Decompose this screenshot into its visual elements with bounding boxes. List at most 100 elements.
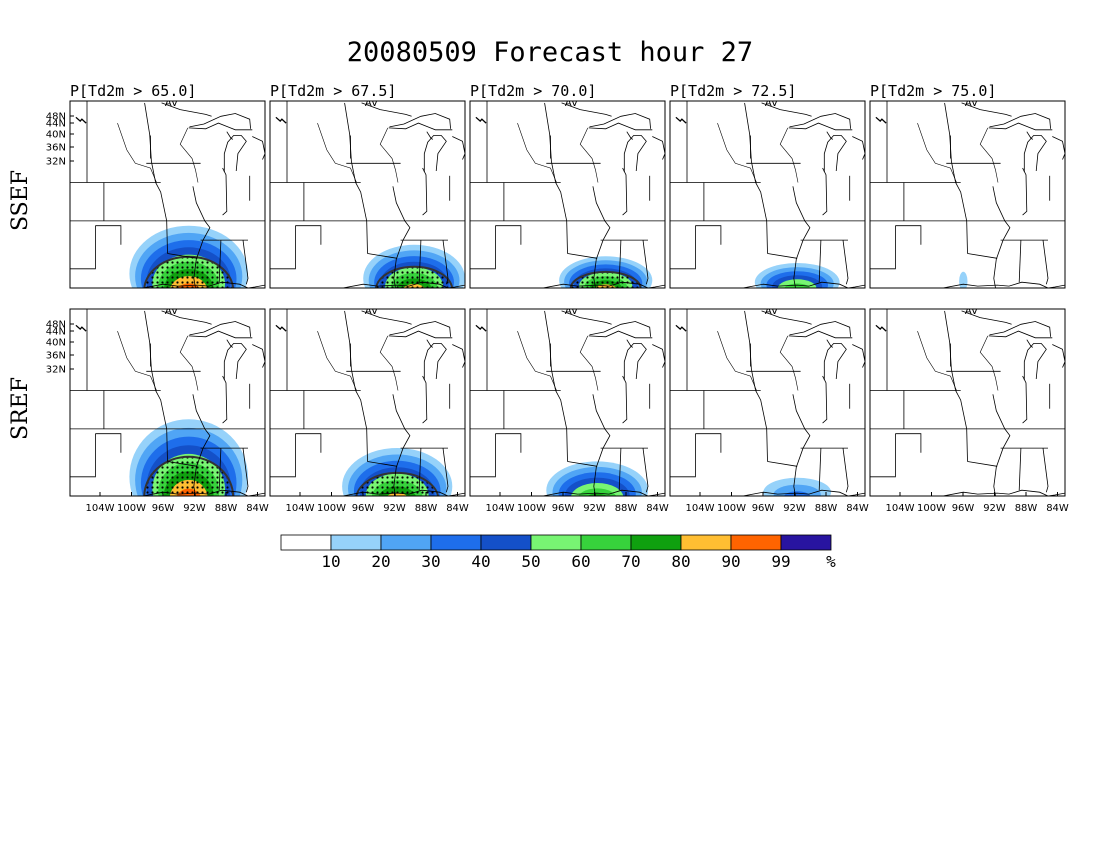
panel-grid: AVP[Td2m > 65.0]48N44N40N36N32NAVP[Td2m …	[46, 82, 1069, 514]
probability-field	[959, 271, 968, 288]
lat-tick-label: 48N	[46, 320, 66, 331]
lon-tick-label: 104W	[286, 503, 315, 514]
probability-field	[342, 448, 453, 496]
probability-field	[559, 256, 653, 295]
colorbar-swatch	[730, 534, 782, 551]
lon-tick-label: 88W	[815, 503, 838, 514]
lon-tick-label: 96W	[352, 503, 375, 514]
lon-tick-label: 92W	[183, 503, 206, 514]
lon-tick-label: 84W	[246, 503, 269, 514]
lat-tick-label: 40N	[46, 338, 66, 349]
map-corner-mark: AV	[365, 306, 378, 317]
colorbar-label: %	[826, 552, 836, 571]
prob-contour-60	[784, 283, 811, 288]
map-corner-mark: AV	[365, 98, 378, 109]
lon-tick-label: 100W	[317, 503, 346, 514]
lat-tick-label: 36N	[46, 351, 66, 362]
lon-tick-label: 96W	[552, 503, 575, 514]
row-label-ssef: SSEF	[8, 170, 33, 231]
map-boundaries	[270, 101, 465, 288]
row-labels: SSEF SREF	[8, 170, 33, 440]
lon-tick-label: 84W	[646, 503, 669, 514]
panel-title: P[Td2m > 67.5]	[270, 82, 396, 100]
verification-contour	[569, 270, 642, 288]
colorbar-label: 50	[521, 552, 540, 571]
prob-contour-30	[784, 491, 811, 496]
panel-title: P[Td2m > 75.0]	[870, 82, 996, 100]
colorbar-swatch	[680, 534, 732, 551]
colorbar-label: 20	[371, 552, 390, 571]
stippling	[570, 271, 641, 288]
panel-ssef-65: AV	[69, 100, 266, 303]
lon-tick-label: 104W	[86, 503, 115, 514]
probability-field	[763, 477, 832, 496]
prob-contour-70	[793, 287, 802, 288]
prob-contour-99	[181, 291, 196, 303]
prob-contour-90	[599, 288, 612, 295]
colorbar-swatch	[780, 534, 832, 551]
verification-contour	[143, 455, 235, 496]
colorbar-label: 99	[771, 552, 790, 571]
colorbar: 10 20 30 40 50 60 70 80 90 99%	[280, 534, 836, 571]
lat-tick-label: 36N	[46, 143, 66, 154]
lon-tick-label: 96W	[952, 503, 975, 514]
colorbar-label: 10	[321, 552, 340, 571]
panel-title: P[Td2m > 65.0]	[70, 82, 196, 100]
lat-tick-label: 44N	[46, 327, 66, 338]
map-boundaries	[870, 101, 1065, 288]
lon-tick-label: 92W	[983, 503, 1006, 514]
stippling	[356, 472, 439, 496]
figure-title: 20080509 Forecast hour 27	[347, 37, 753, 68]
lon-tick-label: 84W	[446, 503, 469, 514]
map-boundaries	[270, 309, 465, 496]
panel-ssef-70: AV	[469, 98, 666, 295]
panel-sref-72-5: AV	[669, 306, 866, 497]
colorbar-swatch	[630, 534, 682, 551]
stippling	[144, 256, 234, 288]
map-boundaries	[670, 101, 865, 288]
colorbar-swatch	[530, 534, 582, 551]
verification-contour	[355, 471, 440, 496]
stippling	[144, 456, 234, 496]
lat-tick-label: 48N	[46, 112, 66, 123]
colorbar-swatch	[280, 534, 332, 551]
lon-tick-label: 88W	[215, 503, 238, 514]
panel-ssef-72-5: AV	[669, 98, 866, 289]
colorbar-label: 40	[471, 552, 490, 571]
lon-tick-label: 92W	[583, 503, 606, 514]
lon-tick-label: 84W	[1046, 503, 1069, 514]
colorbar-swatch	[580, 534, 632, 551]
map-boundaries	[70, 309, 265, 496]
stippling	[376, 266, 453, 288]
lat-tick-label: 44N	[46, 119, 66, 130]
colorbar-swatch	[330, 534, 382, 551]
panel-ssef-75: AV	[869, 100, 1066, 289]
prob-contour-70	[587, 493, 608, 496]
colorbar-label: 70	[621, 552, 640, 571]
map-corner-mark: AV	[765, 306, 778, 317]
panel-title: P[Td2m > 72.5]	[670, 82, 796, 100]
row-label-sref: SREF	[8, 377, 33, 440]
lon-tick-label: 88W	[415, 503, 438, 514]
lat-tick-label: 32N	[46, 365, 66, 376]
lon-tick-label: 104W	[686, 503, 715, 514]
verification-contour	[375, 265, 454, 288]
colorbar-swatch	[380, 534, 432, 551]
colorbar-label: 30	[421, 552, 440, 571]
lat-tick-label: 40N	[46, 130, 66, 141]
lon-tick-label: 100W	[117, 503, 146, 514]
map-corner-mark: AV	[765, 98, 778, 109]
lon-tick-label: 100W	[917, 503, 946, 514]
map-corner-mark: AV	[965, 306, 978, 317]
lon-tick-label: 104W	[486, 503, 515, 514]
map-corner-mark: AV	[565, 98, 578, 109]
lon-tick-label: 100W	[517, 503, 546, 514]
lon-tick-label: 104W	[886, 503, 915, 514]
colorbar-label: 90	[721, 552, 740, 571]
prob-contour-20	[773, 484, 821, 496]
prob-contour-10	[959, 271, 968, 288]
lon-tick-label: 88W	[615, 503, 638, 514]
map-boundaries	[70, 101, 265, 288]
lon-tick-label: 84W	[846, 503, 869, 514]
